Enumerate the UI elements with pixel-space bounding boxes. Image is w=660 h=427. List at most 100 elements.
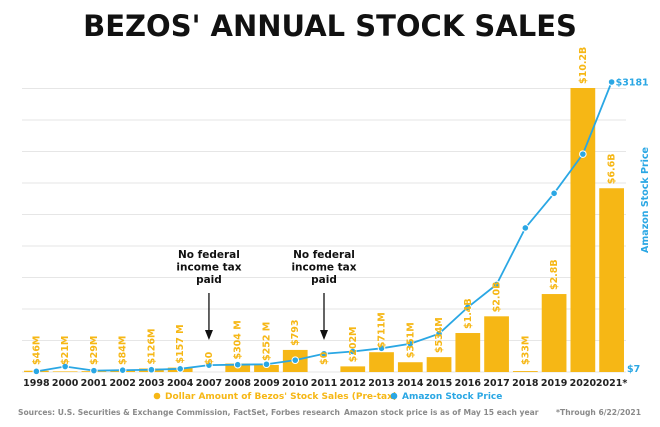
sales-bar-label: $304 M: [233, 320, 244, 359]
x-tick-label: 2019: [541, 378, 567, 389]
price-point: [492, 280, 501, 289]
sales-bar-label: $2.0B: [492, 282, 503, 313]
footer-sources: Sources: U.S. Securities & Exchange Comm…: [18, 408, 340, 417]
sales-bar-label: $6.6B: [607, 154, 618, 185]
sales-bar: [541, 294, 567, 372]
sales-bar: [397, 362, 423, 372]
legend: Dollar Amount of Bezos' Stock Sales (Pre…: [153, 392, 502, 402]
annotation-arrowhead: [204, 330, 213, 340]
right-axis-label: Amazon Stock Price: [640, 147, 651, 253]
annotation-text: income tax: [291, 262, 356, 274]
legend-price-marker: [390, 392, 398, 400]
x-tick-label: 2011: [311, 378, 337, 389]
sales-bar-label: $29M: [89, 336, 100, 365]
sales-bar-label: $0: [204, 351, 215, 365]
price-point: [607, 78, 616, 86]
sales-bar-label: $711M: [377, 312, 388, 348]
sales-bar-label: $46M: [31, 336, 42, 365]
x-tick-label: 2002: [109, 378, 135, 389]
sales-bar: [254, 364, 279, 372]
price-point: [406, 339, 415, 348]
x-tick-label: 2018: [512, 378, 539, 389]
x-tick-label: 2007: [196, 378, 222, 389]
sales-bar-label: $0: [319, 351, 330, 365]
footer: Sources: U.S. Securities & Exchange Comm…: [18, 408, 641, 417]
price-point: [32, 367, 41, 376]
price-label-first: $7: [627, 364, 640, 375]
price-point: [521, 224, 530, 232]
sales-bar-label: $534M: [434, 317, 445, 353]
price-point: [291, 356, 300, 364]
x-tick-label: 2014: [397, 378, 424, 389]
annotation-text: No federal: [178, 249, 240, 261]
x-tick-label: 2021*: [596, 378, 627, 389]
sales-bar-label: $793: [290, 319, 301, 345]
sales-bar: [512, 371, 538, 372]
price-point: [61, 362, 69, 371]
annotation-text: No federal: [293, 249, 355, 261]
price-point: [579, 150, 587, 158]
price-point: [147, 365, 156, 374]
sales-bar: [426, 357, 452, 372]
x-tick-label: 2012: [340, 378, 366, 389]
price-point: [320, 349, 328, 358]
price-point: [176, 365, 184, 373]
x-tick-label: 2004: [167, 378, 194, 389]
x-tick-label: 2001: [81, 378, 107, 389]
sales-bar: [455, 333, 481, 372]
sales-bar: [340, 366, 366, 372]
price-point: [550, 189, 558, 198]
sales-bar-label: $157 M: [175, 324, 186, 363]
x-tick-label: 2003: [138, 378, 164, 389]
right-axis: Amazon Stock Price: [640, 147, 651, 253]
sales-bar-label: $202M: [348, 326, 359, 362]
price-point: [464, 303, 472, 312]
sales-bar-label: $1.4B: [463, 298, 474, 329]
x-tick-label: 2000: [52, 378, 79, 389]
legend-price-label: Amazon Stock Price: [402, 392, 502, 402]
x-tick-label: 2013: [368, 378, 394, 389]
sales-bar: [484, 316, 509, 372]
price-label-last: $3181: [616, 78, 649, 89]
x-tick-label: 2010: [282, 378, 309, 389]
annotation-arrowhead: [320, 330, 328, 340]
footer-through: *Through 6/22/2021: [556, 408, 641, 417]
x-tick-label: 2009: [253, 378, 279, 389]
x-tick-label: 2017: [483, 378, 509, 389]
price-point: [233, 360, 242, 369]
sales-bar-label: $10.2B: [578, 47, 589, 84]
x-tick-label: 1998: [23, 378, 50, 389]
sales-bar-label: $126M: [146, 329, 157, 365]
price-point: [90, 366, 98, 375]
price-point: [377, 344, 386, 353]
legend-sales-marker: [153, 392, 161, 400]
x-tick-label: 2015: [426, 378, 452, 389]
price-point: [348, 347, 357, 356]
price-line: $3181 $7: [32, 78, 649, 376]
sales-bar: [369, 352, 394, 372]
footer-note: Amazon stock price is as of May 15 each …: [344, 408, 539, 417]
chart-title: BEZOS' ANNUAL STOCK SALES: [83, 9, 577, 43]
sales-bar-label: $2.8B: [549, 259, 560, 290]
annotation-text: income tax: [176, 262, 241, 274]
sales-bar-labels: $46M $21M $29M $84M $126M $157 M $0 $304 M $252 …: [31, 47, 617, 365]
x-axis-ticks: 1998 2000 2001 2002 2003 2004 2007 2008 2009 2010…: [23, 378, 627, 389]
sales-bar-label: $84M: [118, 336, 129, 365]
price-point: [118, 366, 127, 374]
annotation-text: paid: [196, 274, 222, 286]
x-tick-label: 2020: [570, 378, 597, 389]
price-point: [262, 360, 271, 369]
price-point: [435, 329, 443, 338]
sales-bar: [52, 371, 78, 372]
gridlines: [22, 88, 626, 373]
x-tick-label: 2016: [455, 378, 482, 389]
x-tick-label: 2008: [224, 378, 251, 389]
sales-bar-label: $21M: [60, 336, 71, 365]
sales-bar-label: $33M: [520, 336, 531, 365]
legend-sales-label: Dollar Amount of Bezos' Stock Sales (Pre…: [165, 392, 397, 402]
sales-bar: [599, 188, 624, 372]
sales-bar-label: $252 M: [261, 322, 272, 361]
price-point: [205, 361, 213, 369]
